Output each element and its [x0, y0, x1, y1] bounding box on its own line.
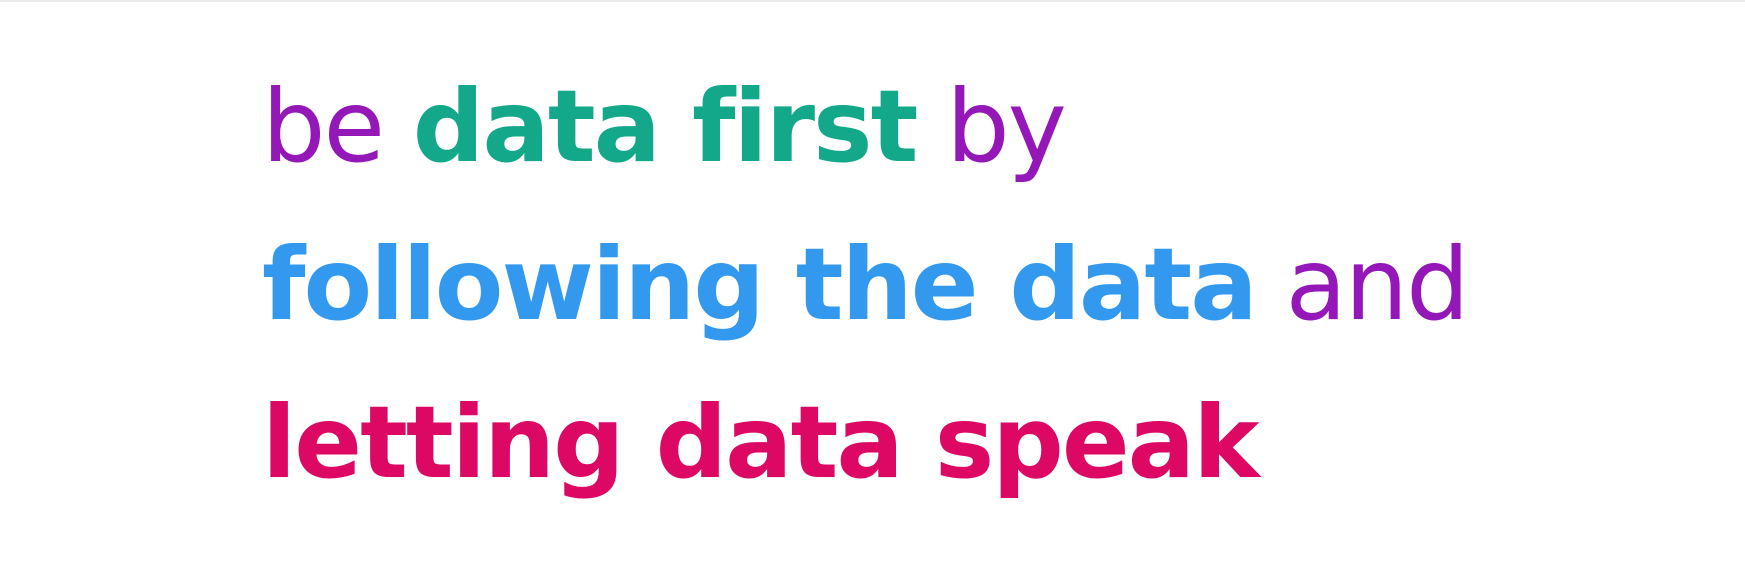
top-divider: [0, 0, 1745, 2]
slogan-line-1: be data first by: [262, 48, 1468, 206]
slogan: be data first by following the data and …: [262, 48, 1470, 522]
slogan-phrase-following-the-data: following the data: [262, 226, 1258, 343]
slogan-phrase-letting-data-speak: letting data speak: [262, 384, 1260, 501]
slogan-word-be: be: [262, 68, 385, 185]
slogan-word-by: by: [946, 68, 1067, 185]
slogan-line-2: following the data and: [262, 206, 1470, 364]
slogan-phrase-data-first: data first: [412, 68, 919, 185]
slogan-line-3: letting data speak: [262, 364, 1468, 522]
slogan-word-and: and: [1285, 226, 1469, 343]
